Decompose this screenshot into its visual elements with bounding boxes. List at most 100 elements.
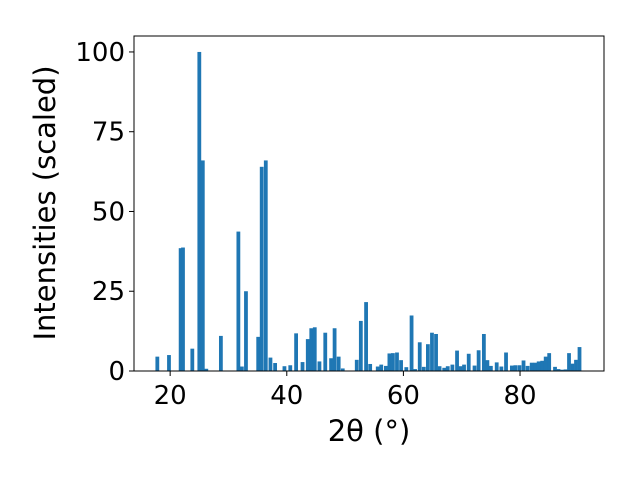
plot-area-frame [133, 35, 605, 372]
bar [368, 363, 373, 371]
bar [312, 327, 317, 371]
bar [517, 365, 522, 371]
bar [263, 160, 268, 371]
bar [375, 366, 380, 371]
bar [190, 348, 195, 371]
bar [421, 366, 426, 371]
bar [323, 332, 328, 371]
bar [256, 336, 261, 371]
bar [553, 366, 557, 371]
bar [547, 353, 552, 371]
bar [445, 366, 450, 371]
bar [472, 365, 477, 371]
bar [462, 364, 466, 371]
bar [317, 361, 322, 371]
bar [197, 51, 202, 371]
bars-layer [155, 51, 582, 371]
bar [567, 353, 571, 371]
bar [332, 328, 337, 371]
bar [181, 247, 185, 371]
bar [236, 231, 241, 371]
bar [167, 355, 171, 371]
y-axis-ticks: 0 25 50 75 100 [75, 38, 134, 387]
x-tick-label: 40 [270, 381, 303, 411]
bar [488, 365, 493, 371]
y-tick-label: 0 [108, 357, 125, 387]
bar [413, 369, 417, 371]
bar [430, 332, 434, 371]
bar [178, 248, 183, 371]
y-tick-label: 100 [75, 38, 125, 68]
y-tick-label: 25 [92, 277, 125, 307]
bar [354, 359, 359, 371]
bar [525, 365, 530, 371]
bar [282, 366, 287, 371]
bar [442, 367, 447, 371]
bar [364, 302, 368, 371]
bar [294, 333, 298, 371]
bar [513, 365, 518, 371]
bar [409, 315, 414, 371]
bar [521, 360, 526, 371]
bar [563, 369, 568, 371]
bar [434, 333, 438, 371]
bar [358, 320, 363, 371]
bar [466, 353, 471, 371]
y-tick-label: 50 [92, 197, 125, 227]
bar [244, 291, 248, 371]
bar [543, 356, 548, 371]
bar [458, 366, 463, 371]
bar [533, 362, 538, 371]
x-tick-label: 20 [154, 381, 187, 411]
bar [494, 362, 499, 371]
bar [504, 352, 508, 371]
bar [476, 350, 481, 371]
bar [259, 166, 264, 371]
bar [204, 368, 209, 371]
bar [437, 366, 442, 371]
bar [485, 360, 490, 371]
bar [288, 365, 293, 371]
bar [273, 363, 278, 371]
bar [329, 358, 333, 371]
bar [200, 160, 205, 371]
bar [218, 335, 223, 371]
x-axis-label: 2θ (°) [328, 414, 411, 448]
x-tick-label: 60 [387, 381, 420, 411]
bar [570, 363, 575, 371]
bar [426, 344, 430, 371]
bar [340, 368, 345, 371]
bar [556, 369, 561, 371]
bar [300, 362, 305, 371]
bar [239, 366, 244, 371]
bar [540, 360, 545, 371]
bar [384, 365, 388, 371]
bar [577, 347, 582, 371]
bar [268, 357, 273, 371]
x-tick-label: 80 [503, 381, 536, 411]
bar [309, 328, 314, 371]
y-tick-label: 75 [92, 118, 125, 148]
x-axis-ticks: 20 40 60 80 [154, 371, 537, 411]
bar [417, 342, 422, 371]
bar [395, 352, 399, 371]
bar [455, 350, 459, 371]
bar [560, 369, 564, 371]
bar [379, 364, 384, 371]
bar [536, 361, 541, 371]
y-axis-label: Intensities (scaled) [28, 65, 62, 340]
bar [391, 353, 395, 371]
bar [481, 333, 486, 371]
bar [529, 362, 534, 371]
bar [574, 359, 578, 371]
bar [305, 339, 310, 371]
bar [509, 365, 514, 371]
bar [387, 353, 392, 371]
bar [155, 356, 160, 371]
bar [450, 364, 455, 371]
bar [499, 366, 504, 371]
bar [404, 367, 409, 371]
bar [399, 360, 403, 371]
